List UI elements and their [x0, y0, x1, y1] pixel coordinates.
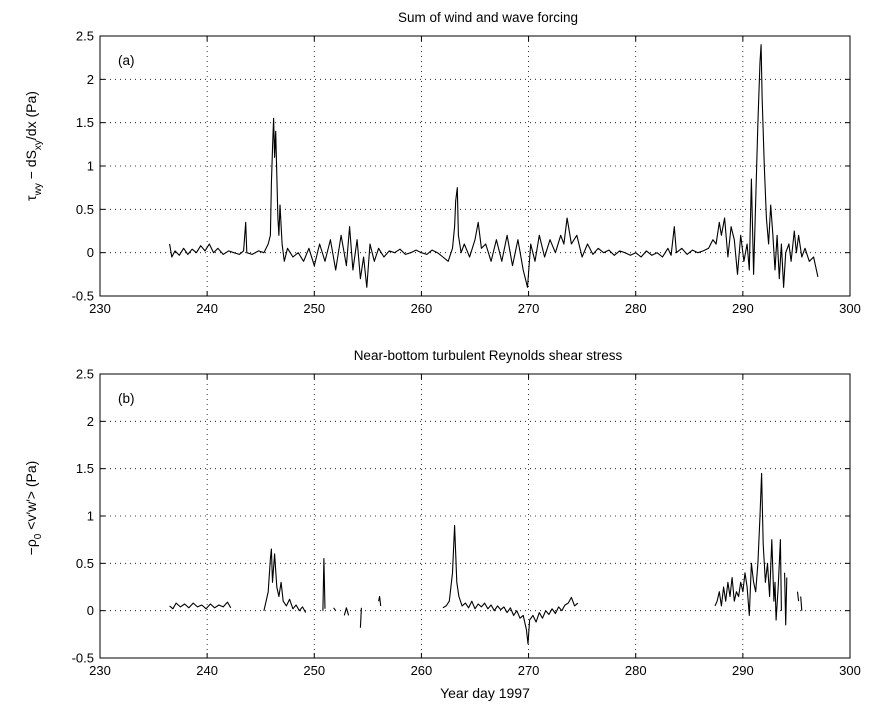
panel-a-ylabel: τwy − dSxy/dx (Pa) [23, 91, 44, 201]
series-line-segment [343, 607, 350, 616]
y-tick-label: 2.5 [76, 367, 94, 382]
panel-a-title: Sum of wind and wave forcing [398, 10, 578, 25]
series-line-segment [333, 607, 337, 612]
x-tick-label: 260 [411, 301, 433, 316]
panel-b-ylabel-base: −ρ [23, 539, 39, 555]
x-tick-label: 240 [196, 301, 218, 316]
x-tick-label: 250 [303, 301, 325, 316]
x-tick-label: 250 [303, 663, 325, 678]
panel-b-ylabel-sub1: 0 [33, 533, 44, 539]
series-line-segment [169, 601, 232, 610]
series-line-segment [796, 591, 800, 602]
x-tick-label: 230 [89, 301, 111, 316]
series-line-segment [359, 607, 362, 628]
y-tick-label: 2.5 [76, 29, 94, 44]
panel-b-title: Near-bottom turbulent Reynolds shear str… [354, 348, 623, 363]
x-tick-label: 300 [839, 663, 861, 678]
panel-a-frame [99, 35, 851, 297]
panel-a-ylabel-base: τ [23, 195, 39, 201]
y-tick-label: 0.5 [76, 556, 94, 571]
panel-b-ylabel-mid: <v′w′> (Pa) [23, 461, 39, 534]
series-line-segment [800, 596, 803, 611]
panel-a-ylabel-sub2: xy [33, 140, 44, 150]
x-tick-label: 290 [732, 663, 754, 678]
x-tick-label: 270 [518, 663, 540, 678]
series-line-segment [784, 572, 788, 626]
x-tick-label: 230 [89, 663, 111, 678]
y-tick-label: 2 [87, 414, 94, 429]
panel-b: Near-bottom turbulent Reynolds shear str… [23, 348, 861, 701]
x-tick-label: 240 [196, 663, 218, 678]
y-tick-label: -0.5 [72, 289, 94, 304]
panel-b-grid [100, 374, 850, 658]
y-tick-label: 1 [87, 509, 94, 524]
y-tick-label: 0 [87, 603, 94, 618]
x-tick-label: 300 [839, 301, 861, 316]
y-tick-label: -0.5 [72, 651, 94, 666]
panel-a-ticks: 230 240 250 260 270 280 290 300 -0.5 0 0.5 1 1.5 2 2.5 [72, 29, 861, 317]
panel-a-ylabel-mid: − dS [23, 150, 39, 183]
panel-a-ylabel-end: /dx (Pa) [23, 91, 39, 140]
x-tick-label: 280 [625, 663, 647, 678]
series-line-segment [263, 548, 307, 613]
series-line-segment [714, 472, 782, 621]
y-tick-label: 0 [87, 245, 94, 260]
x-tick-label: 290 [732, 301, 754, 316]
series-line-segment [378, 595, 382, 606]
panel-b-ylabel: −ρ0 <v′w′> (Pa) [23, 461, 44, 556]
x-tick-label: 270 [518, 301, 540, 316]
panel-a-label: (a) [118, 53, 135, 68]
x-tick-label: 280 [625, 301, 647, 316]
panel-b-xlabel: Year day 1997 [440, 685, 530, 701]
y-tick-label: 0.5 [76, 202, 94, 217]
panel-b-label: (b) [118, 391, 135, 406]
y-tick-label: 2 [87, 72, 94, 87]
panel-a: Sum of wind and wave forcing 230 240 250 26… [23, 10, 861, 316]
series-line-segment [169, 44, 819, 288]
panel-b-data [169, 472, 803, 645]
panel-a-ylabel-sub1: wy [33, 183, 44, 196]
panel-b-ticks: 230 240 250 260 270 280 290 300 -0.5 0 0.5 1 1.5 2 2.5 [72, 367, 861, 679]
panel-b-frame [99, 373, 851, 659]
y-tick-label: 1 [87, 159, 94, 174]
panel-a-grid [100, 36, 850, 296]
y-tick-label: 1.5 [76, 461, 94, 476]
x-tick-label: 260 [411, 663, 433, 678]
series-line-segment [442, 524, 579, 645]
panel-a-data [169, 44, 819, 288]
series-line-segment [322, 558, 326, 611]
y-tick-label: 1.5 [76, 115, 94, 130]
